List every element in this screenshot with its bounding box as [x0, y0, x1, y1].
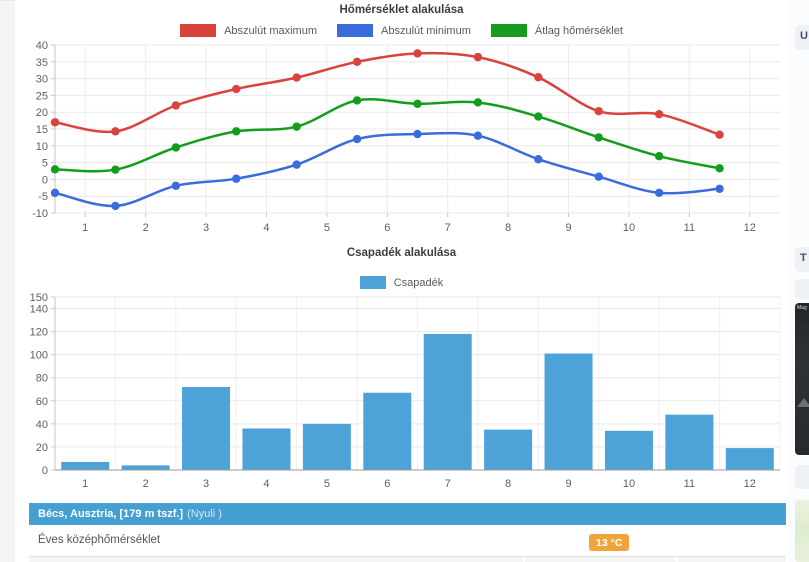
svg-text:10: 10: [623, 222, 635, 234]
svg-text:7: 7: [445, 222, 451, 234]
svg-text:10: 10: [36, 141, 48, 153]
svg-text:4: 4: [263, 222, 269, 234]
svg-text:0: 0: [42, 465, 48, 477]
abs-max-swatch: [180, 24, 217, 37]
annual-mean-row: Éves középhőmérséklet 13 °C: [29, 525, 786, 555]
sidebar-card-mid[interactable]: T: [795, 247, 809, 272]
svg-text:9: 9: [565, 478, 571, 490]
svg-text:8: 8: [505, 222, 511, 234]
svg-text:5: 5: [324, 478, 330, 490]
mountain-icon: [797, 398, 809, 407]
location-bar[interactable]: Bécs, Ausztria, [179 m tszf.] (Nyuli ): [29, 503, 786, 525]
svg-text:4: 4: [263, 478, 269, 490]
svg-text:15: 15: [36, 124, 48, 136]
sidebar-card-top-label: U: [800, 30, 808, 42]
precip-swatch: [359, 276, 386, 289]
location-note: (Nyuli ): [187, 508, 222, 520]
svg-text:80: 80: [36, 373, 48, 385]
abs-min-label: Abszulút minimum: [381, 24, 471, 37]
svg-text:9: 9: [565, 222, 571, 234]
sidebar-card-top[interactable]: U: [795, 25, 809, 50]
annual-mean-badge: 13 °C: [589, 534, 630, 551]
svg-text:150: 150: [30, 292, 48, 304]
sidebar-card-mid-label: T: [800, 252, 807, 264]
svg-text:140: 140: [30, 304, 48, 316]
svg-text:5: 5: [324, 222, 330, 234]
legend-item-abs-max: Abszulút maximum: [180, 24, 317, 37]
svg-text:35: 35: [36, 57, 48, 69]
svg-text:12: 12: [744, 478, 756, 490]
svg-text:0: 0: [42, 174, 48, 186]
avg-temp-swatch: [490, 24, 527, 37]
svg-text:40: 40: [36, 419, 48, 431]
legend-item-avg-temp: Átlag hőmérséklet: [490, 24, 623, 37]
svg-text:6: 6: [384, 478, 390, 490]
svg-text:100: 100: [30, 350, 48, 362]
left-gutter: [0, 0, 15, 562]
svg-text:-5: -5: [38, 191, 48, 203]
precip-label: Csapadék: [393, 276, 444, 289]
legend-item-precip: Csapadék: [359, 276, 444, 289]
svg-text:1: 1: [82, 478, 88, 490]
svg-text:60: 60: [36, 396, 48, 408]
avg-temp-label: Átlag hőmérséklet: [534, 24, 623, 37]
sidebar-map-thumbnail[interactable]: [795, 500, 809, 562]
temperature-chart-title: Hőmérséklet alakulása: [339, 4, 464, 16]
svg-text:2: 2: [143, 222, 149, 234]
cell-separator: [676, 557, 678, 562]
svg-text:5: 5: [42, 158, 48, 170]
svg-text:-10: -10: [32, 208, 48, 220]
svg-text:8: 8: [505, 478, 511, 490]
annual-mean-label: Éves középhőmérséklet: [38, 534, 161, 546]
precipitation-chart-legend: Csapadék: [15, 276, 788, 289]
svg-text:20: 20: [36, 107, 48, 119]
svg-text:40: 40: [36, 40, 48, 52]
legend-item-abs-min: Abszulút minimum: [337, 24, 471, 37]
abs-min-swatch: [337, 24, 373, 37]
svg-text:7: 7: [445, 478, 451, 490]
svg-text:20: 20: [36, 442, 48, 454]
svg-text:2: 2: [143, 478, 149, 490]
cell-separator: [523, 557, 525, 562]
svg-text:120: 120: [30, 327, 48, 339]
svg-text:25: 25: [36, 90, 48, 102]
location-title: Bécs, Ausztria, [179 m tszf.]: [38, 508, 184, 520]
sidebar-image-thumbnail[interactable]: Mag: [795, 303, 809, 455]
precipitation-chart-title: Csapadék alakulása: [346, 247, 457, 259]
sidebar-card-lower[interactable]: [795, 465, 809, 489]
svg-text:6: 6: [384, 222, 390, 234]
abs-max-label: Abszulút maximum: [224, 24, 317, 37]
svg-text:3: 3: [203, 222, 209, 234]
sidebar-thumbnail-caption: Mag: [797, 305, 807, 311]
svg-text:11: 11: [684, 222, 695, 234]
svg-text:30: 30: [36, 74, 48, 86]
svg-text:11: 11: [684, 478, 695, 490]
svg-text:3: 3: [203, 478, 209, 490]
temperature-chart-legend: Abszulút maximum Abszulút minimum Átlag …: [15, 24, 788, 37]
content-panel: Hőmérséklet alakulása Abszulút maximum A…: [15, 0, 788, 562]
partial-table-row: [29, 556, 786, 562]
sidebar-card-small[interactable]: [795, 279, 809, 299]
svg-text:10: 10: [623, 478, 635, 490]
svg-text:12: 12: [744, 222, 756, 234]
svg-text:1: 1: [82, 222, 88, 234]
